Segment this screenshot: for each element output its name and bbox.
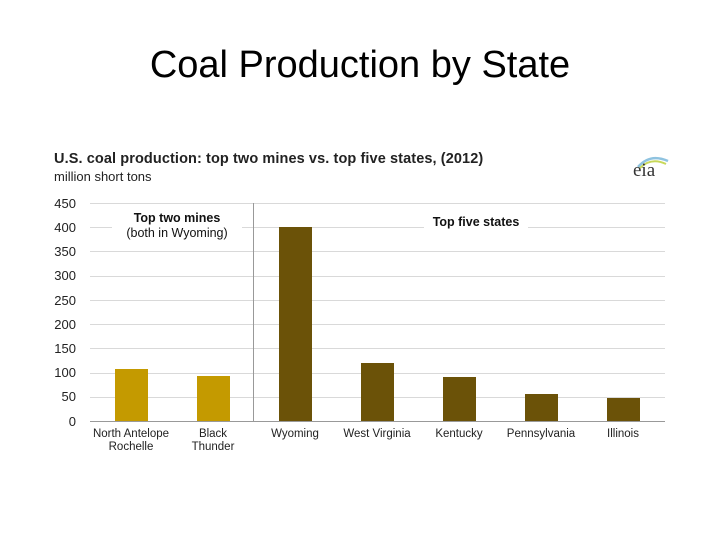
ytick-label: 450: [54, 196, 76, 211]
mines-annotation-subtitle: (both in Wyoming): [126, 226, 228, 240]
ytick-label: 50: [61, 389, 76, 404]
mines-annotation-title: Top two mines: [133, 211, 221, 225]
xlabel-kentucky: Kentucky: [435, 428, 483, 440]
ytick-label: 100: [54, 365, 76, 380]
bar-black-thunder: [197, 376, 230, 421]
ytick-label: 300: [54, 268, 76, 283]
xlabel-north-antelope-rochelle: North Antelope Rochelle: [81, 428, 181, 454]
bar-north-antelope-rochelle: [115, 369, 148, 421]
ytick-label: 0: [68, 414, 76, 429]
chart-subtitle: million short tons: [54, 169, 152, 184]
ytick-label: 250: [54, 293, 76, 308]
xlabel-pennsylvania: Pennsylvania: [506, 428, 576, 440]
gridline: [90, 203, 665, 204]
xlabel-black-thunder: Black Thunder: [163, 428, 263, 454]
gridline: [90, 276, 665, 277]
bar-pennsylvania: [525, 394, 558, 421]
group-divider: [253, 203, 254, 421]
eia-logo: [628, 155, 669, 185]
eia-swoosh-icon: [637, 156, 669, 169]
gridline: [90, 324, 665, 325]
ytick-label: 400: [54, 220, 76, 235]
eia-logo-text: eia: [633, 160, 656, 181]
gridline: [90, 251, 665, 252]
gridline: [90, 348, 665, 349]
ytick-label: 350: [54, 244, 76, 259]
xlabel-west-virginia: West Virginia: [343, 428, 411, 440]
xlabel-line: Thunder: [191, 441, 235, 453]
plot-area: Top two mines (both in Wyoming) Top five…: [90, 203, 665, 422]
gridline: [90, 227, 665, 228]
ytick-label: 150: [54, 341, 76, 356]
xlabel-illinois: Illinois: [607, 428, 639, 440]
bar-west-virginia: [361, 363, 394, 421]
xlabel-line: Rochelle: [108, 441, 154, 453]
x-axis-line: [90, 421, 665, 422]
ytick-label: 200: [54, 317, 76, 332]
chart-title: U.S. coal production: top two mines vs. …: [54, 151, 484, 167]
mines-annotation: Top two mines (both in Wyoming): [112, 211, 242, 241]
bar-wyoming: [279, 227, 312, 421]
xlabel-line: North Antelope: [92, 428, 170, 440]
bar-kentucky: [443, 377, 476, 421]
gridline: [90, 300, 665, 301]
xlabel-line: Black: [198, 428, 228, 440]
xlabel-wyoming: Wyoming: [271, 428, 319, 440]
slide-title: Coal Production by State: [149, 44, 571, 86]
states-annotation: Top five states: [424, 215, 528, 230]
bar-illinois: [607, 398, 640, 421]
